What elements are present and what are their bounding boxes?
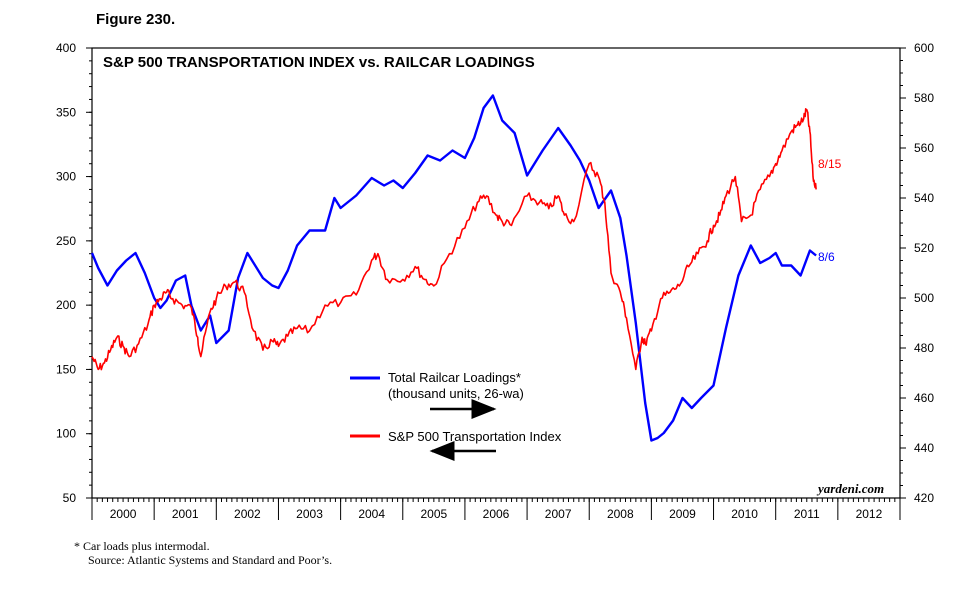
right-tick-label: 540 <box>914 191 934 205</box>
series-layer <box>90 94 817 442</box>
railcar-end-label: 8/6 <box>818 250 835 264</box>
legend-railcar-label: Total Railcar Loadings* <box>388 370 521 385</box>
sp-end-label: 8/15 <box>818 157 842 171</box>
left-tick-label: 250 <box>56 234 76 248</box>
right-tick-label: 480 <box>914 341 934 355</box>
railcar-series-line <box>90 94 817 442</box>
left-tick-label: 150 <box>56 362 76 376</box>
x-tick-label: 2011 <box>794 507 820 521</box>
legend-sp-label: S&P 500 Transportation Index <box>388 429 562 444</box>
right-tick-label: 520 <box>914 241 934 255</box>
x-tick-label: 2009 <box>669 507 696 521</box>
right-axis: 420 440 460 480 500 520 540 560 580 600 <box>900 41 934 505</box>
right-tick-label: 600 <box>914 41 934 55</box>
x-tick-label: 2007 <box>545 507 572 521</box>
right-tick-label: 560 <box>914 141 934 155</box>
x-tick-label: 2005 <box>420 507 447 521</box>
x-tick-label: 2001 <box>172 507 199 521</box>
watermark: yardeni.com <box>816 481 884 496</box>
right-tick-label: 500 <box>914 291 934 305</box>
x-tick-label: 2002 <box>234 507 261 521</box>
x-tick-label: 2008 <box>607 507 634 521</box>
left-tick-label: 100 <box>56 427 76 441</box>
right-tick-label: 440 <box>914 441 934 455</box>
x-tick-label: 2006 <box>483 507 510 521</box>
x-tick-label: 2004 <box>358 507 385 521</box>
figure-label: Figure 230. <box>96 11 176 28</box>
left-tick-label: 200 <box>56 298 76 312</box>
legend-railcar-units: (thousand units, 26-wa) <box>388 386 524 401</box>
x-tick-label: 2012 <box>856 507 883 521</box>
footnote-2: Source: Atlantic Systems and Standard an… <box>88 553 333 567</box>
right-tick-label: 420 <box>914 491 934 505</box>
left-tick-label: 300 <box>56 170 76 184</box>
sp-series-line <box>91 108 817 371</box>
right-tick-label: 580 <box>914 91 934 105</box>
left-tick-label: 400 <box>56 41 76 55</box>
x-axis: 2000 2001 2002 2003 2004 2005 2006 2007 2008 2009… <box>91 498 901 521</box>
footnote-1: * Car loads plus intermodal. <box>74 539 210 553</box>
x-tick-label: 2000 <box>110 507 137 521</box>
chart-title: S&P 500 TRANSPORTATION INDEX vs. RAILCAR… <box>103 54 535 71</box>
right-tick-label: 460 <box>914 391 934 405</box>
x-tick-label: 2010 <box>731 507 758 521</box>
left-tick-label: 50 <box>63 491 77 505</box>
left-tick-label: 350 <box>56 105 76 119</box>
left-axis: 50 100 150 200 250 300 350 400 <box>56 41 92 505</box>
x-tick-label: 2003 <box>296 507 323 521</box>
